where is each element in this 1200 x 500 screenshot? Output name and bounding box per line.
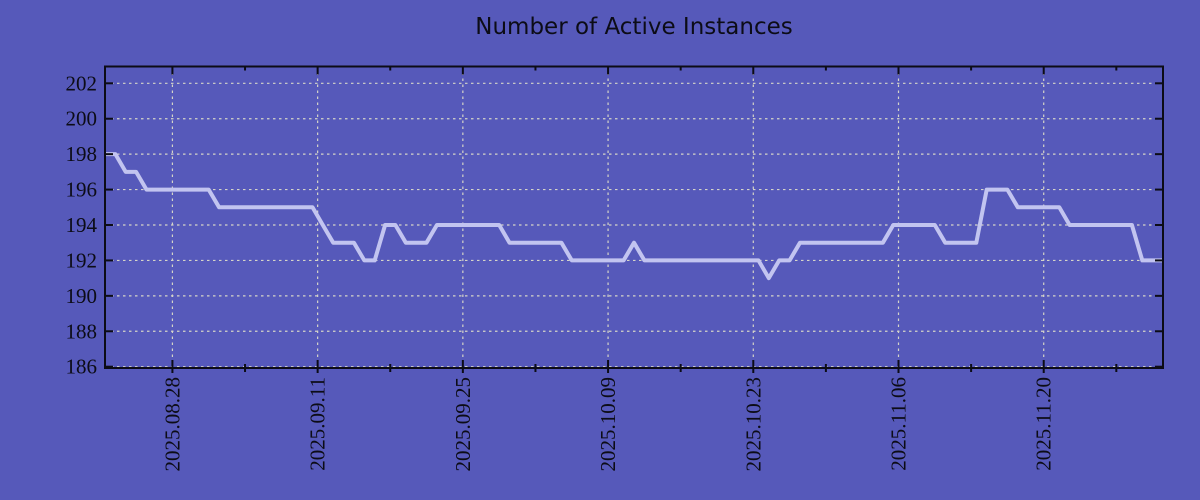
- y-tick-label: 200: [66, 107, 98, 131]
- y-tick-label: 198: [66, 142, 98, 166]
- y-tick-label: 186: [66, 355, 98, 379]
- x-tick-label: 2025.10.23: [741, 377, 765, 472]
- x-tick-labels: 2025.08.28 2025.09.11 2025.09.25 2025.10.09…: [160, 377, 1055, 472]
- data-line: [105, 152, 1163, 281]
- y-tick-label: 196: [66, 178, 98, 202]
- y-tick-label: 190: [66, 284, 98, 308]
- y-tick-label: 192: [66, 248, 98, 272]
- grid-lines: [105, 66, 1163, 368]
- x-tick-label: 2025.11.06: [887, 377, 911, 471]
- y-tick-label: 194: [66, 213, 98, 237]
- y-tick-labels: 202 200 198 196 194 192 190 188 186: [66, 71, 98, 378]
- axis-ticks: [105, 66, 1163, 373]
- data-series: [105, 152, 1163, 281]
- x-tick-label: 2025.10.09: [596, 377, 620, 472]
- x-tick-label: 2025.09.11: [306, 377, 330, 471]
- chart-title: Number of Active Instances: [475, 14, 793, 40]
- plot-border: [104, 65, 1164, 369]
- x-tick-label: 2025.08.28: [160, 377, 184, 472]
- y-tick-label: 188: [66, 319, 98, 343]
- x-tick-label: 2025.11.20: [1032, 377, 1056, 471]
- y-tick-label: 202: [66, 71, 98, 95]
- x-tick-label: 2025.09.25: [451, 377, 475, 472]
